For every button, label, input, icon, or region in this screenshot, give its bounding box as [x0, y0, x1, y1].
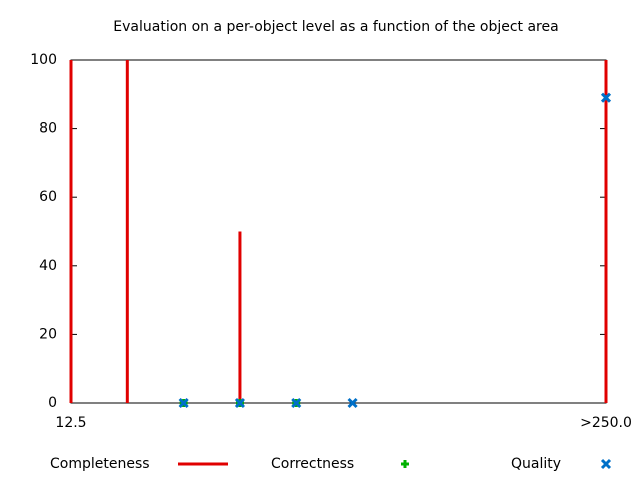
plot-border [70, 59, 607, 404]
y-tick-label: 40 [39, 258, 57, 274]
cross-marker [291, 397, 302, 409]
cross-marker [178, 397, 189, 409]
legend-label: Completeness [50, 456, 150, 472]
cross-marker [234, 397, 246, 409]
chart-title: Evaluation on a per-object level as a fu… [113, 19, 558, 35]
legend-swatch [401, 460, 409, 468]
y-tick-label: 60 [39, 189, 57, 205]
y-tick-label: 20 [39, 326, 57, 342]
legend-label: Correctness [271, 456, 354, 472]
y-tick-label: 0 [48, 395, 57, 411]
cross-marker [600, 92, 612, 103]
y-tick-label: 100 [30, 52, 57, 68]
cross-marker [347, 397, 358, 409]
x-tick-label: 12.5 [55, 415, 86, 431]
legend-swatch [600, 458, 612, 470]
y-tick-label: 80 [39, 121, 57, 137]
legend-label: Quality [511, 456, 561, 472]
x-tick-label: >250.0 [580, 415, 632, 431]
